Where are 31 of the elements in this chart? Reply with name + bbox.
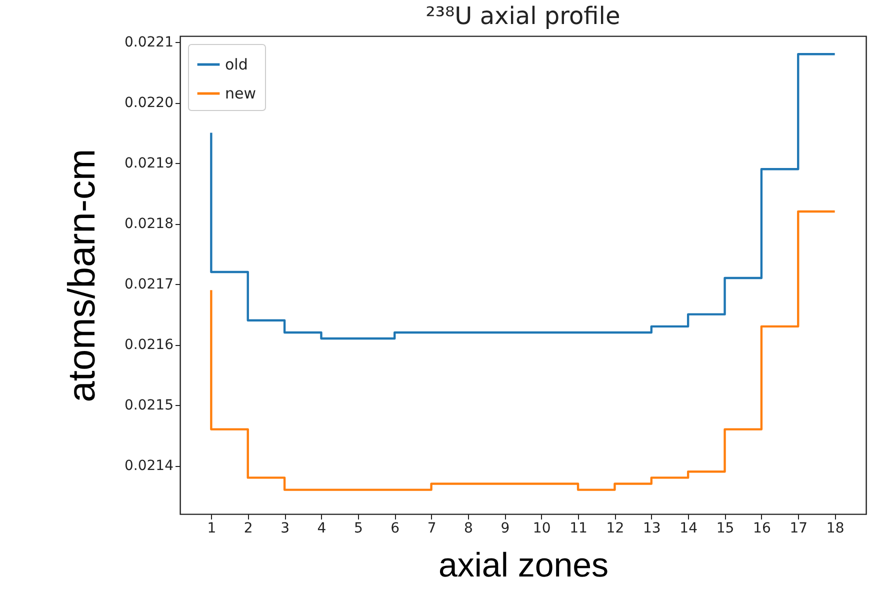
x-tick-label: 16 bbox=[753, 520, 771, 536]
y-tick-label: 0.0221 bbox=[124, 34, 174, 51]
y-tick-label: 0.0218 bbox=[124, 216, 174, 232]
y-tick-label: 0.0217 bbox=[124, 276, 174, 293]
chart-title: ²³⁸U axial profile bbox=[426, 2, 620, 30]
x-tick-label: 9 bbox=[500, 520, 510, 536]
x-tick-label: 14 bbox=[680, 520, 698, 536]
x-tick-label: 7 bbox=[427, 520, 436, 536]
x-tick-label: 4 bbox=[317, 520, 326, 536]
x-tick-label: 18 bbox=[826, 520, 844, 536]
x-tick-label: 6 bbox=[390, 520, 400, 536]
y-axis-title: atoms/barn-cm bbox=[62, 148, 104, 402]
x-tick-label: 3 bbox=[280, 520, 290, 536]
x-tick-label: 13 bbox=[642, 520, 661, 536]
y-tick-label: 0.0215 bbox=[124, 398, 174, 414]
x-tick-label: 12 bbox=[606, 520, 624, 536]
legend-label: new bbox=[225, 84, 256, 102]
x-tick-label: 8 bbox=[464, 520, 473, 536]
y-tick-label: 0.0214 bbox=[124, 458, 174, 474]
x-tick-label: 15 bbox=[716, 520, 734, 536]
x-tick-label: 5 bbox=[354, 520, 363, 536]
y-tick-label: 0.0220 bbox=[124, 95, 174, 112]
x-tick-label: 10 bbox=[532, 520, 551, 536]
x-tick-label: 2 bbox=[244, 520, 253, 536]
x-axis-title: axial zones bbox=[438, 546, 609, 584]
legend-label: old bbox=[225, 56, 248, 74]
x-tick-label: 11 bbox=[570, 520, 588, 536]
x-tick-label: 17 bbox=[790, 520, 808, 536]
y-tick-label: 0.0219 bbox=[124, 156, 174, 172]
y-tick-label: 0.0216 bbox=[124, 337, 174, 354]
x-tick-label: 1 bbox=[207, 520, 216, 536]
